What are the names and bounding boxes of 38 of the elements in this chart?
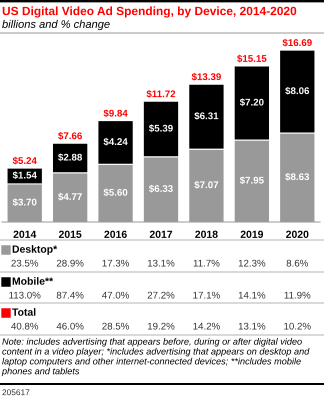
- text: 113.0% 87.4% 47.0% 27.2% 17.1% 14.1% 11.9%: [9, 292, 310, 299]
- x-tick-label: 2016: [104, 230, 127, 238]
- x-tick-label: 2017: [150, 230, 172, 238]
- text: 23.5% 28.9% 17.3% 13.1% 11.7% 12.3% 8.6%: [11, 260, 308, 267]
- chart-subtitle: billions and % change: [2, 20, 110, 30]
- total-label: $15.15: [237, 54, 266, 63]
- total-label: $9.84: [104, 109, 128, 118]
- text: 40.8% 46.0% 28.5% 19.2% 14.2% 13.1% 10.2%: [11, 322, 311, 330]
- text: 205617: [2, 389, 30, 396]
- text: Total: [12, 308, 36, 316]
- total-label: $11.72: [146, 90, 176, 98]
- data-label: $5.39: [148, 124, 173, 132]
- data-label: $2.88: [58, 153, 82, 162]
- data-label: $8.63: [285, 172, 310, 181]
- data-label: $7.20: [240, 98, 264, 106]
- x-tick-label: 2020: [286, 230, 308, 238]
- x-tick-label: 2018: [195, 230, 218, 238]
- x-tick-label: 2014: [13, 230, 36, 238]
- data-label: $8.06: [285, 86, 310, 95]
- data-label: $7.07: [194, 180, 218, 189]
- data-label: $5.60: [104, 188, 128, 196]
- x-tick-label: 2015: [58, 230, 82, 238]
- data-label: $3.70: [12, 198, 36, 206]
- data-label: $7.95: [240, 176, 264, 184]
- legend-label: Desktop*: [12, 245, 58, 255]
- total-label: $13.39: [192, 72, 221, 81]
- total-label: $16.69: [282, 38, 312, 47]
- data-label: $1.54: [12, 171, 37, 180]
- data-label: $4.77: [58, 192, 82, 201]
- x-tick-label: 2019: [240, 230, 264, 238]
- data-label: $6.31: [194, 112, 218, 120]
- data-label: $6.33: [148, 184, 173, 193]
- chart-title: US Digital Video Ad Spending, by Device, 2014-2020: [2, 6, 296, 18]
- text: Note: includes advertising that appears before, during or after digital video content in a video player; *includes advertising that appears on desktop and laptop computers and other internet-connected devices; **includes mobile phones and tablets: [2, 338, 310, 376]
- data-label: $4.24: [104, 138, 128, 146]
- total-label: $7.66: [58, 132, 82, 140]
- legend-label: Mobile**: [12, 277, 54, 285]
- total-label: $5.24: [12, 156, 37, 165]
